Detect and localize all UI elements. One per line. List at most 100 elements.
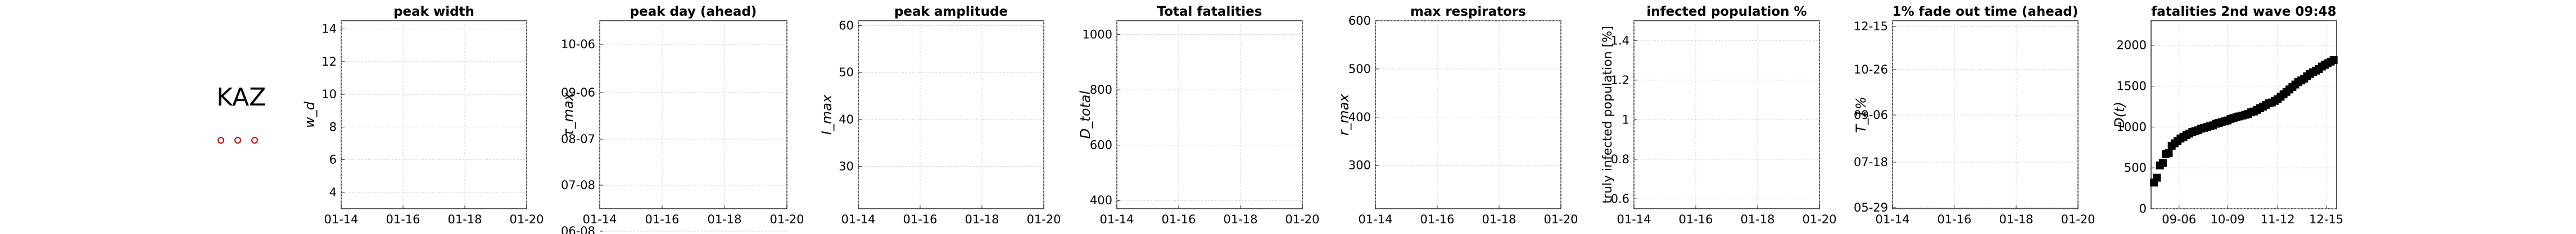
y-tick-label: 6 (329, 153, 337, 167)
x-tick-label: 01-16 (903, 213, 937, 226)
y-tick-label: 400 (1090, 194, 1112, 207)
y-tick-label: 1.2 (1611, 74, 1629, 87)
y-tick-label: 1000 (1083, 28, 1112, 42)
y-tick-label: 40 (839, 113, 854, 126)
chart-panel-2: peak day (ahead) τ_max 01-14 01-16 01-18 01-2… (560, 4, 804, 234)
chart-title: max respirators (1410, 4, 1526, 19)
x-tick-label: 01-14 (1358, 213, 1392, 226)
y-tick-label: 12-15 (1854, 20, 1888, 33)
chart-title: Total fatalities (1157, 4, 1262, 19)
y-tick-label: 10 (322, 88, 337, 101)
y-tick-label: 30 (839, 160, 854, 173)
y-axis-label: I_max (819, 94, 835, 135)
marker-circle-2 (234, 137, 241, 144)
plot-frame (1116, 20, 1303, 209)
x-tick-label: 01-18 (1223, 213, 1257, 226)
x-tick-label: 01-16 (645, 213, 679, 226)
y-tick-label: 60 (839, 19, 854, 32)
x-tick-label: 01-18 (447, 213, 482, 226)
y-tick-label: 600 (1090, 139, 1112, 152)
x-tick-label: 01-20 (2061, 213, 2095, 226)
y-tick-label: 07-08 (561, 178, 595, 192)
data-point (2329, 56, 2338, 64)
plot-frame (599, 20, 787, 209)
y-axis-label: truly infected population [%] (1601, 26, 1615, 203)
x-tick-label: 01-18 (1999, 213, 2033, 226)
x-tick-label: 01-14 (324, 213, 358, 226)
y-tick-label: 1000 (2117, 120, 2147, 134)
data-point (2158, 159, 2167, 167)
chart-title: fatalities 2nd wave 09:48 (2151, 4, 2336, 19)
x-tick-label: 01-14 (1617, 213, 1651, 226)
x-tick-label: 01-16 (386, 213, 420, 226)
marker-circle-1 (218, 137, 224, 144)
marker-legend (218, 137, 258, 144)
chart-panel-8: fatalities 2nd wave 09:48 D(t) 09-06 10-09 1… (2112, 4, 2343, 226)
x-tick-label: 01-14 (582, 213, 617, 226)
x-tick-label: 01-14 (1099, 213, 1134, 226)
y-tick-label: 50 (839, 66, 854, 79)
x-tick-label: 01-20 (1285, 213, 1319, 226)
y-tick-label: 14 (322, 22, 337, 36)
chart-panel-4: Total fatalities D_total 01-14 01-16 01-18 01… (1078, 4, 1320, 226)
y-tick-label: 0.8 (1611, 153, 1629, 166)
plot-frame (858, 20, 1044, 209)
y-tick-label: 4 (329, 186, 337, 199)
chart-title: peak amplitude (894, 4, 1008, 19)
y-tick-label: 09-06 (561, 86, 595, 99)
y-axis-label: T_1% (1853, 97, 1869, 133)
y-tick-label: 0.6 (1611, 192, 1629, 205)
x-tick-label: 01-16 (1161, 213, 1196, 226)
y-axis-label: r_max (1336, 94, 1352, 136)
chart-title: infected population % (1646, 4, 1807, 19)
y-tick-label: 12 (322, 55, 337, 68)
y-tick-label: 08-07 (561, 132, 595, 146)
y-tick-label: 600 (1348, 14, 1371, 27)
data-point (2153, 173, 2161, 182)
chart-panel-5: max respirators r_max 01-14 01-16 01-18 01-20… (1336, 4, 1578, 226)
y-axis-label: D_total (1078, 90, 1093, 139)
chart-panel-3: peak amplitude I_max 01-14 01-16 01-18 01-20 3… (819, 4, 1061, 226)
y-tick-label: 1500 (2117, 80, 2147, 93)
x-tick-label: 01-18 (965, 213, 999, 226)
x-tick-label: 01-18 (1482, 213, 1516, 226)
x-tick-label: 01-18 (707, 213, 741, 226)
marker-circle-3 (251, 137, 258, 144)
y-tick-label: 07-18 (1854, 155, 1888, 169)
y-tick-label: 09-06 (1854, 108, 1888, 122)
y-tick-label: 800 (1090, 83, 1112, 97)
y-axis-label: w_d (302, 101, 318, 128)
y-tick-label: 05-29 (1854, 201, 1888, 214)
y-tick-label: 1.4 (1611, 34, 1629, 47)
y-tick-label: 1 (1622, 113, 1629, 126)
y-tick-label: 400 (1348, 111, 1371, 124)
y-tick-label: 8 (329, 120, 337, 134)
y-tick-label: 500 (1348, 62, 1371, 76)
y-tick-label: 500 (2124, 161, 2147, 175)
chart-title: 1% fade out time (ahead) (1893, 4, 2079, 19)
y-tick-label: 06-08 (561, 224, 595, 234)
x-tick-label: 09-06 (2162, 213, 2196, 226)
x-tick-label: 01-20 (1543, 213, 1578, 226)
y-tick-label: 0 (2139, 202, 2147, 215)
x-tick-label: 01-16 (1420, 213, 1454, 226)
y-tick-label: 10-26 (1854, 63, 1888, 76)
chart-panel-1: peak width w_d 01-14 01-16 01-18 01-20 4 6 8 10 12… (302, 4, 544, 226)
y-axis-label: D(t) (2112, 102, 2127, 128)
y-tick-label: 300 (1348, 159, 1371, 172)
y-axis-label: τ_max (560, 92, 576, 137)
y-tick-label: 10-06 (561, 38, 595, 51)
x-tick-label: 11-12 (2261, 213, 2295, 226)
chart-panel-7: 1% fade out time (ahead) T_1% 01-14 01-16 01… (1853, 4, 2095, 226)
country-label: KAZ (216, 83, 266, 112)
x-tick-label: 01-20 (1802, 213, 1836, 226)
chart-title: peak width (393, 4, 474, 19)
x-tick-label: 01-18 (1740, 213, 1774, 226)
x-tick-label: 01-14 (1875, 213, 1909, 226)
plot-frame (1375, 20, 1561, 209)
x-tick-label: 01-20 (769, 213, 804, 226)
plot-frame (1633, 20, 1820, 209)
y-tick-label: 2000 (2117, 39, 2147, 52)
chart-panel-6: infected population % truly infected popu… (1601, 4, 1837, 226)
